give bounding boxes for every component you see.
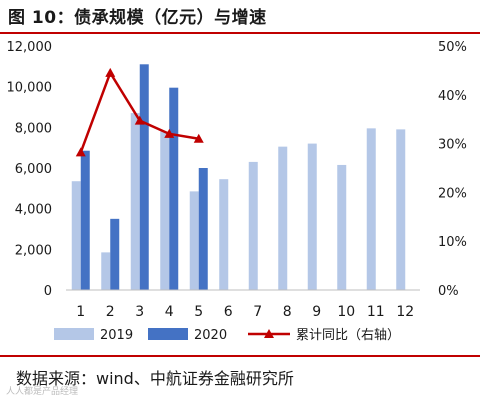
bar-2019 (366, 128, 376, 290)
figure-header: 图 10：债承规模（亿元）与增速 (0, 0, 480, 34)
bar-2019 (130, 113, 140, 290)
watermark: 人人都是产品经理 (6, 387, 79, 397)
bar-2019 (71, 181, 81, 290)
bar-2020 (80, 150, 90, 290)
title-divider (0, 32, 480, 34)
x-tick-label: 8 (283, 304, 292, 320)
x-tick-label: 6 (224, 304, 233, 320)
growth-marker (75, 147, 86, 157)
x-tick-label: 9 (312, 304, 321, 320)
x-tick-label: 1 (76, 304, 85, 320)
bar-2019 (219, 179, 229, 290)
bar-2020 (139, 64, 149, 290)
y2-tick-label: 10% (438, 235, 467, 250)
bar-2019 (307, 143, 317, 290)
legend-label-2019: 2019 (100, 328, 133, 343)
x-tick-label: 10 (337, 304, 355, 320)
bar-2019 (278, 146, 288, 290)
legend-swatch-2019 (54, 328, 94, 340)
chart-area: 0 2,000 4,000 6,000 8,000 10,000 12,000 0% 10% 20… (0, 34, 480, 354)
growth-marker (134, 115, 145, 125)
y2-tick-label: 20% (438, 186, 467, 201)
bar-2020 (198, 168, 208, 290)
y-tick-label: 10,000 (7, 81, 53, 96)
y-tick-label: 6,000 (15, 162, 52, 177)
x-tick-label: 4 (165, 304, 174, 320)
x-tick-label: 2 (106, 304, 115, 320)
y-tick-label: 0 (44, 284, 52, 299)
y-tick-label: 2,000 (15, 243, 52, 258)
source-divider (0, 355, 480, 357)
y-tick-label: 4,000 (15, 203, 52, 218)
y2-tick-label: 30% (438, 138, 467, 153)
legend-swatch-2020 (148, 328, 188, 340)
y2-tick-label: 0% (438, 284, 459, 299)
x-tick-label: 5 (194, 304, 203, 320)
growth-marker (105, 67, 116, 77)
bar-2019 (189, 191, 199, 290)
bar-2019 (248, 161, 258, 290)
x-tick-label: 12 (396, 304, 414, 320)
x-tick-label: 11 (367, 304, 385, 320)
bar-2019 (396, 129, 406, 290)
growth-marker (193, 133, 204, 143)
legend-label-2020: 2020 (194, 328, 227, 343)
y-tick-label: 8,000 (15, 121, 52, 136)
y2-tick-label: 50% (438, 40, 467, 55)
figure-title: 图 10：债承规模（亿元）与增速 (8, 8, 267, 28)
y-tick-label: 12,000 (7, 40, 53, 55)
bar-2019 (101, 252, 111, 290)
bar-2019 (337, 164, 347, 290)
legend-label-growth: 累计同比（右轴） (296, 328, 400, 343)
x-tick-label: 3 (135, 304, 144, 320)
growth-marker (164, 128, 175, 138)
source-note: 数据来源：wind、中航证券金融研究所 (16, 369, 294, 388)
bar-2019 (160, 131, 170, 290)
legend-marker-growth (264, 329, 274, 338)
bar-line-chart: 0 2,000 4,000 6,000 8,000 10,000 12,000 0% 10% 20… (7, 40, 467, 343)
bar-2020 (169, 87, 179, 290)
x-tick-label: 7 (253, 304, 262, 320)
bar-2020 (110, 218, 120, 290)
y2-tick-label: 40% (438, 89, 467, 104)
